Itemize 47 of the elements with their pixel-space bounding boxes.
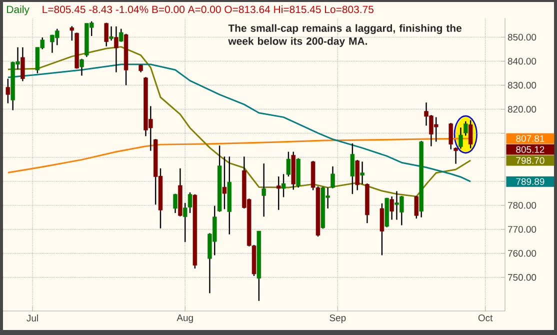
candlestick bbox=[173, 193, 178, 214]
candlestick bbox=[6, 78, 10, 104]
y-tick-label: 830.00 bbox=[508, 82, 536, 89]
candlestick bbox=[182, 202, 188, 243]
x-tick-label: Jul bbox=[26, 314, 38, 322]
candlestick bbox=[188, 192, 192, 214]
x-tick-label: Oct bbox=[478, 314, 493, 322]
annotation: The small-cap remains a laggard, finishing the week below its 200-day MA. bbox=[228, 24, 462, 47]
text: 807.81 bbox=[516, 135, 544, 142]
candlestick bbox=[286, 151, 291, 178]
y-tick-label: 770.00 bbox=[508, 226, 536, 233]
candlestick bbox=[458, 126, 463, 150]
candlestick bbox=[454, 146, 458, 164]
y-tick-label: 820.00 bbox=[508, 106, 536, 113]
candlestick bbox=[104, 22, 108, 47]
text: 805.12 bbox=[516, 146, 544, 153]
candlestick bbox=[380, 202, 384, 256]
candlestick bbox=[119, 28, 124, 42]
candlestick bbox=[262, 162, 266, 218]
candlestick bbox=[114, 26, 118, 73]
candlestick bbox=[468, 120, 473, 149]
text: 789.89 bbox=[516, 178, 544, 185]
candlestick bbox=[464, 120, 468, 136]
chart-subtitle: L=805.45 -8.43 -1.04% B=0.00 A=0.00 O=813.64 Hi=815.45 Lo=803.75 bbox=[42, 5, 374, 14]
candlestick bbox=[330, 166, 335, 189]
candlestick bbox=[350, 142, 355, 195]
candlestick bbox=[80, 58, 84, 76]
candlestick bbox=[390, 196, 394, 220]
candlestick bbox=[360, 161, 364, 185]
candlestick bbox=[20, 46, 25, 82]
x-tick-label: Sep bbox=[330, 314, 346, 324]
y-tick-label: 850.00 bbox=[508, 34, 536, 41]
candlestick bbox=[222, 156, 227, 210]
chart-title: Daily bbox=[7, 5, 30, 16]
line-series bbox=[7, 64, 472, 182]
candlestick bbox=[70, 26, 74, 42]
y-tick-label: 840.00 bbox=[508, 58, 536, 65]
y-tick-label: 780.00 bbox=[508, 202, 536, 209]
y-tick-label: 760.00 bbox=[508, 250, 536, 257]
text: 798.70 bbox=[516, 157, 544, 164]
candlestick bbox=[109, 26, 114, 42]
candlestick bbox=[448, 122, 453, 150]
x-tick-label: Aug bbox=[176, 314, 193, 323]
y-tick-label: 750.00 bbox=[508, 274, 536, 281]
candlestick bbox=[414, 195, 419, 220]
candlestick bbox=[281, 174, 286, 198]
candlestick bbox=[276, 176, 281, 210]
